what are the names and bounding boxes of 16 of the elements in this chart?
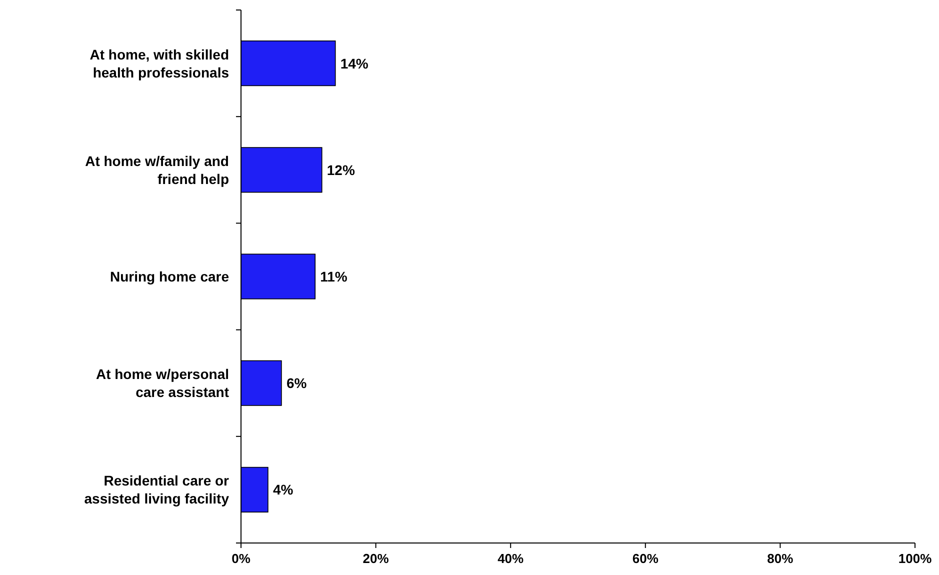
y-tick-label: At home w/personal care assistant: [96, 366, 230, 400]
y-tick-label: At home w/family and friend help: [85, 152, 229, 187]
y-tick-label: Residential care or assisted living facility: [84, 472, 230, 507]
x-tick-label: 40%: [498, 551, 524, 566]
x-tick-label: 0%: [232, 551, 251, 566]
data-label: 6%: [286, 375, 308, 392]
x-tick-label: 60%: [632, 551, 659, 566]
data-label: 12%: [326, 162, 356, 178]
x-tick-label: 100%: [898, 551, 932, 566]
data-label: 11%: [320, 268, 348, 284]
data-label: 14%: [340, 55, 369, 72]
data-label: 4%: [272, 482, 294, 498]
y-tick-label: Nuring home care: [110, 268, 230, 284]
x-tick-label: 20%: [362, 551, 390, 566]
y-tick-label: At home, with skilled health professionals: [90, 46, 230, 80]
x-tick-label: 80%: [767, 551, 794, 566]
